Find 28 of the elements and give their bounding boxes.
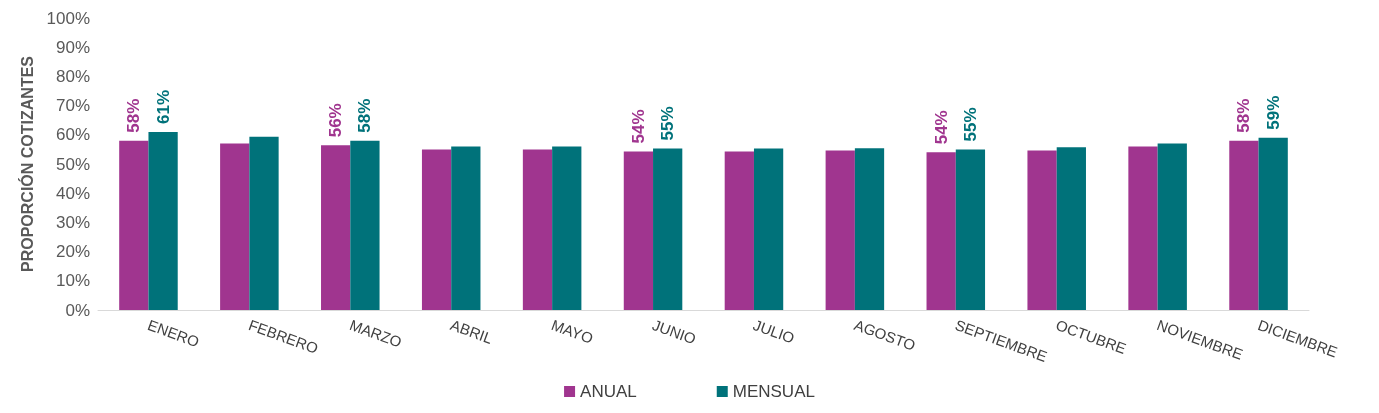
data-label: 54% (628, 109, 648, 144)
data-label: 58% (1234, 98, 1254, 133)
y-tick-label: 70% (55, 96, 90, 116)
y-tick-label: 80% (55, 66, 90, 86)
y-tick-label: 50% (55, 154, 90, 174)
legend-label: ANUAL (580, 382, 637, 401)
x-tick-label: JULIO (751, 316, 797, 347)
data-label: 61% (153, 89, 173, 124)
data-label: 55% (960, 107, 980, 142)
data-label: 58% (124, 98, 144, 133)
legend-label: MENSUAL (732, 382, 815, 401)
y-tick-label: 0% (65, 300, 90, 320)
y-tick-label: 90% (55, 37, 90, 57)
y-axis-title: PROPORCIÓN COTIZANTES (18, 55, 37, 273)
y-tick-label: 20% (55, 242, 90, 262)
y-tick-label: 30% (55, 212, 90, 232)
y-tick-label: 100% (46, 8, 90, 28)
x-tick-label: MAYO (549, 316, 596, 347)
data-label: 56% (326, 103, 346, 138)
data-label: 58% (355, 98, 375, 133)
y-tick-label: 60% (55, 125, 90, 145)
y-tick-label: 40% (55, 183, 90, 203)
x-tick-label: JUNIO (650, 316, 699, 348)
data-label: 54% (931, 110, 951, 145)
y-tick-label: 10% (55, 271, 90, 291)
data-label: 59% (1263, 95, 1283, 130)
x-tick-label: ABRIL (448, 316, 495, 347)
data-label: 55% (658, 106, 678, 141)
